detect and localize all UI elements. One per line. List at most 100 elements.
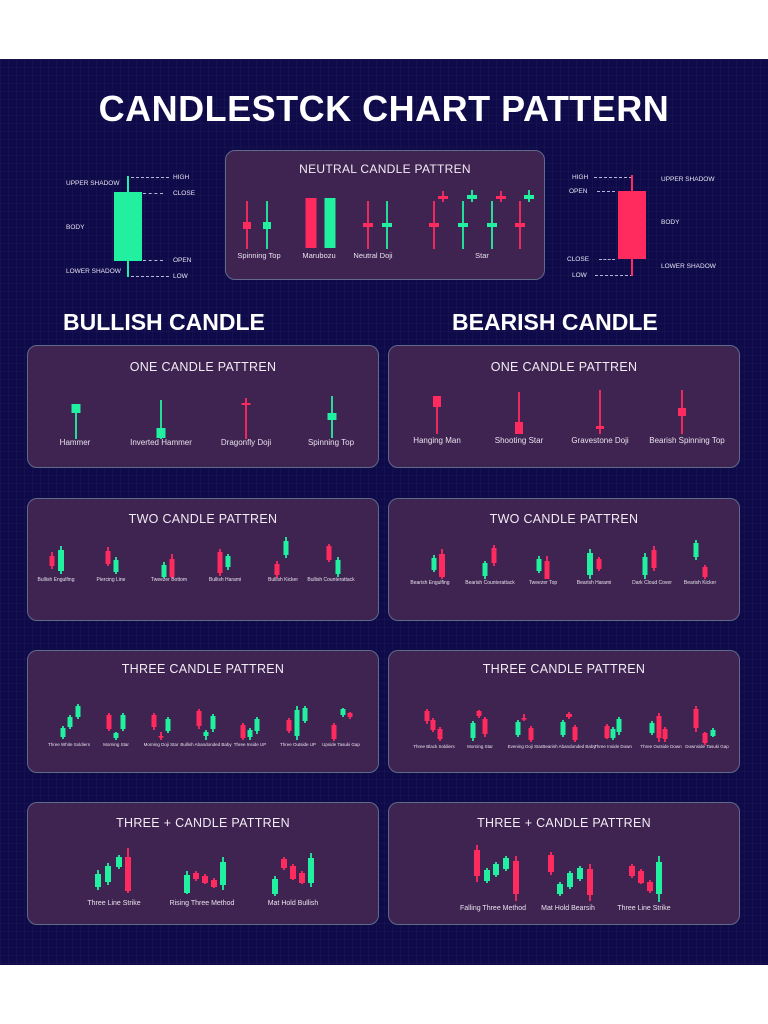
bullish-candle: [220, 857, 226, 890]
bullish-candle: [156, 400, 166, 439]
candles-chart: [71, 396, 337, 439]
pattern-label: Bullish Engulfing: [37, 577, 75, 583]
bearish-candle: [662, 727, 668, 742]
pattern-label: Bullish Counterattack: [307, 577, 355, 583]
panel-title: THREE + CANDLE PATTREN: [116, 816, 290, 830]
bullish-candle: [567, 871, 573, 889]
pattern-label: Tweezer Bottom: [150, 577, 188, 583]
pattern-label: Hanging Man: [413, 436, 461, 445]
bearish-candle: [424, 709, 430, 724]
bullish-candle: [470, 721, 476, 741]
pattern-label: Bearish Abandonded Baby: [542, 744, 596, 749]
pattern-label: Three Black Soldiers: [413, 744, 455, 749]
bearish-candle: [515, 392, 523, 434]
bearish-candle: [437, 727, 443, 741]
bearish-three-plus-candle-panel: THREE + CANDLE PATTREN Falling Three Met…: [388, 802, 740, 925]
label-lower-shadow: LOWER SHADOW: [66, 268, 121, 275]
bearish-candle: [544, 556, 550, 579]
pattern-label: Bullish Abandonded Baby: [180, 742, 232, 747]
label-body: BODY: [66, 224, 85, 231]
bearish-candle: [433, 396, 441, 434]
bearish-candle: [158, 732, 164, 740]
label-body: BODY: [661, 219, 680, 226]
bearish-candle: [474, 845, 480, 882]
pattern-label: Bearish Counterattack: [465, 580, 515, 586]
pattern-label: Bearish Engulfing: [410, 580, 450, 586]
bullish-candle: [560, 720, 566, 737]
bearish-candle: [347, 712, 353, 719]
bullish-candle: [272, 876, 278, 896]
bullish-candle: [577, 866, 583, 881]
bullish-candle: [113, 732, 119, 740]
pattern-label: Spinning Top: [307, 438, 355, 447]
bullish-candle: [340, 708, 346, 717]
bullish-candle: [515, 720, 521, 737]
bullish-candle: [184, 871, 190, 894]
bearish-candle: [521, 714, 527, 721]
bullish-candle: [335, 557, 341, 577]
bearish-candle: [125, 848, 131, 893]
bullish-body-candle: [114, 192, 142, 261]
bearish-candle: [513, 856, 519, 901]
bullish-three-candle-panel: THREE CANDLE PATTREN Three White Soldier…: [27, 650, 379, 773]
pattern-label: Dark Cloud Cover: [632, 580, 672, 586]
bullish-candle: [113, 557, 119, 574]
pattern-label: Morning Star: [467, 744, 493, 749]
bearish-candle: [281, 857, 287, 870]
bearish-candle: [587, 864, 593, 901]
pattern-label: Three White Soldiers: [47, 742, 91, 747]
bullish-candle: [71, 404, 81, 439]
bearish-candle: [363, 201, 373, 249]
bullish-candle: [467, 190, 477, 202]
pattern-label: Shooting Star: [494, 436, 544, 445]
panel-title: NEUTRAL CANDLE PATTREN: [299, 162, 471, 176]
pattern-label: Gravestone Doji: [571, 436, 629, 445]
bearish-candle: [515, 201, 525, 249]
bullish-candle: [487, 201, 497, 249]
bullish-candle: [324, 198, 336, 248]
candles-chart: [243, 190, 534, 249]
bullish-candle: [482, 561, 488, 579]
bearish-candle: [491, 545, 497, 566]
neutral-panel: NEUTRAL CANDLE PATTREN Spinning Top Marub…: [225, 150, 545, 280]
bearish-candle: [702, 732, 708, 745]
label-close: CLOSE: [173, 190, 196, 197]
bearish-candle: [243, 201, 251, 249]
bearish-candle: [656, 713, 662, 742]
bearish-candle: [638, 869, 644, 884]
label-lower-shadow: LOWER SHADOW: [661, 263, 716, 270]
pattern-label: Bearish Spinning Top: [649, 436, 725, 445]
pattern-label: Dragonfly Doji: [220, 438, 272, 447]
bullish-candle: [524, 190, 534, 202]
bearish-body-candle: [618, 191, 646, 259]
label-open: OPEN: [173, 257, 192, 264]
pattern-label: Mat Hold Bullish: [267, 900, 319, 907]
candles-chart: [49, 537, 341, 578]
bearish-candle: [241, 398, 251, 439]
bullish-candle: [649, 721, 655, 735]
bearish-candle: [476, 710, 482, 718]
bearish-candle: [299, 871, 305, 884]
bullish-candle: [327, 396, 337, 438]
bullish-candle: [616, 717, 622, 735]
pattern-label: Three Line Strike: [617, 905, 671, 912]
bearish-candle: [566, 712, 572, 719]
bearish-candle: [548, 852, 554, 875]
label-high: HIGH: [173, 174, 190, 181]
bearish-two-candle-panel: TWO CANDLE PATTREN Bearish Engulfing Bear…: [388, 498, 740, 621]
bearish-candle: [286, 718, 292, 733]
bearish-candle: [151, 713, 157, 730]
bullish-candle: [610, 727, 616, 740]
panel-title: ONE CANDLE PATTREN: [490, 360, 638, 374]
label-upper-shadow: UPPER SHADOW: [66, 180, 120, 187]
bearish-three-candle-panel: THREE CANDLE PATTREN Three Black Soldier…: [388, 650, 740, 773]
bullish-candle: [60, 726, 66, 739]
bearish-candle: [326, 544, 332, 562]
bearish-candle: [572, 725, 578, 742]
bullish-candle: [382, 201, 392, 249]
panel-title: ONE CANDLE PATTREN: [129, 360, 277, 374]
panel-title: TWO CANDLE PATTREN: [489, 512, 639, 526]
bullish-candle: [58, 546, 64, 574]
pattern-label: Mat Hold Bearsih: [541, 905, 595, 912]
bearish-candle: [438, 191, 448, 202]
